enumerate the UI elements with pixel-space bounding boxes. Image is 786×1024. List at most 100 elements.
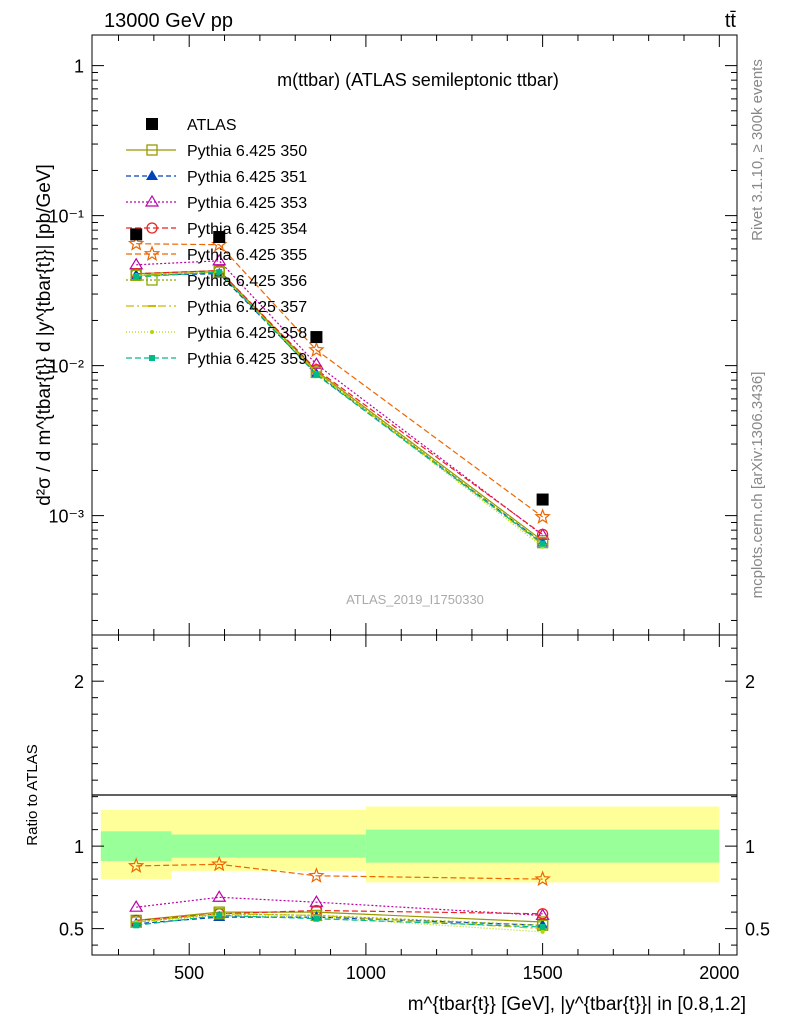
data-point [130, 228, 143, 241]
legend-marker [146, 118, 158, 130]
ratio-point [534, 870, 551, 887]
x-tick-label: 1000 [346, 963, 386, 983]
ratio-panel: 0.5 0.5 1 1 2 2 500 1000 1500 2000 Ratio to ATLAS… [24, 634, 770, 1015]
data-point [212, 253, 227, 266]
ratio-point [313, 915, 320, 922]
data-point [313, 371, 320, 378]
ratio-ylabel: Ratio to ATLAS [24, 744, 41, 845]
legend-item: Pythia 6.425 350 [126, 143, 307, 160]
ratio-line [136, 909, 543, 921]
ratio-y-tick-label-right: 2 [745, 672, 755, 692]
ratio-y-tick-label: 1 [74, 837, 84, 857]
legend-label: Pythia 6.425 355 [187, 247, 307, 264]
ratio-line [136, 896, 543, 916]
series-pythia-6-425-359 [133, 269, 546, 547]
ratio-point [213, 908, 225, 920]
data-point [309, 357, 324, 369]
legend-label: Pythia 6.425 353 [187, 195, 307, 212]
data-point [539, 540, 546, 547]
legend-item: Pythia 6.425 355 [126, 245, 307, 264]
legend-item: Pythia 6.425 351 [126, 169, 307, 186]
ratio-series-pythia-6-425-353 [129, 890, 550, 921]
ratio-frame [91, 634, 738, 956]
ratio-series-pythia-6-425-351 [130, 911, 549, 930]
y-tick-label: 10⁻² [48, 357, 84, 377]
header-right: tt̄ [725, 10, 737, 32]
data-point [536, 493, 549, 506]
ratio-point [308, 867, 325, 883]
legend-item: Pythia 6.425 358 [126, 325, 307, 342]
ratio-line [136, 914, 543, 928]
legend-item: Pythia 6.425 359 [126, 351, 307, 368]
ratio-point [210, 855, 228, 872]
legend-marker [146, 170, 158, 180]
ratio-point [539, 923, 546, 930]
series-pythia-6-425-353 [129, 253, 550, 540]
main-title: m(ttbar) (ATLAS semileptonic ttbar) [277, 70, 559, 90]
data-point [213, 231, 226, 244]
ratio-ticks: 0.5 0.5 1 1 2 2 500 1000 1500 2000 [59, 635, 770, 983]
ratio-point [212, 890, 227, 902]
data-point [133, 273, 140, 280]
legend-marker [146, 144, 158, 156]
ratio-bands [100, 806, 720, 883]
ratio-xlabel: m^{tbar{t}} [GeV], |y^{tbar{t}}| in [0.8… [408, 994, 746, 1015]
legend-label: Pythia 6.425 354 [187, 221, 307, 238]
series-line [136, 271, 543, 545]
uncertainty-band-inner [171, 834, 366, 858]
data-point [536, 528, 549, 541]
ratio-y-tick-label: 0.5 [59, 920, 84, 940]
ratio-point [540, 929, 545, 934]
ratio-line [136, 863, 543, 880]
series-line [136, 243, 543, 518]
legend-marker [146, 222, 158, 234]
x-tick-label: 1500 [523, 963, 563, 983]
legend-item: Pythia 6.425 357 [126, 299, 307, 316]
ratio-line [136, 913, 543, 930]
data-point [310, 331, 323, 344]
ratio-series-pythia-6-425-355 [127, 855, 551, 887]
main-panel: 1 10⁻¹ 10⁻² 10⁻³ m(ttbar) (ATLAS semilepton… [34, 34, 738, 636]
ratio-y-tick-label-right: 0.5 [745, 920, 770, 940]
ratio-point [309, 895, 324, 907]
ratio-point [133, 922, 140, 929]
header-left: 13000 GeV pp [104, 10, 233, 32]
legend-marker [150, 330, 154, 334]
legend-marker [143, 245, 161, 262]
series-atlas [130, 228, 549, 506]
legend: ATLAS Pythia 6.425 350 Pythia 6.425 351 Pyt… [126, 117, 307, 368]
legend-label: Pythia 6.425 356 [187, 273, 307, 290]
legend-item: Pythia 6.425 354 [126, 221, 307, 238]
y-tick-label: 10⁻¹ [48, 207, 84, 227]
legend-label: Pythia 6.425 358 [187, 325, 307, 342]
legend-label: Pythia 6.425 359 [187, 351, 307, 368]
ratio-y-tick-label: 2 [74, 672, 84, 692]
data-point [308, 341, 325, 358]
y-tick-label: 10⁻³ [48, 507, 84, 527]
data-point [534, 508, 551, 524]
y-tick-label: 1 [74, 57, 84, 77]
ratio-line [136, 916, 543, 926]
mcplots-label: mcplots.cern.ch [arXiv:1306.3436] [749, 372, 766, 599]
ratio-series [127, 855, 551, 934]
analysis-watermark: ATLAS_2019_I1750330 [346, 592, 484, 607]
series-line [136, 269, 543, 535]
x-tick-label: 500 [174, 963, 204, 983]
ratio-point [127, 857, 145, 873]
series-pythia-6-425-355 [127, 235, 551, 524]
rivet-label: Rivet 3.1.10, ≥ 300k events [749, 59, 766, 241]
legend-marker [146, 274, 158, 286]
data-point [129, 257, 144, 270]
series-line [136, 271, 543, 544]
legend-marker [149, 355, 155, 361]
legend-item: ATLAS [146, 117, 237, 134]
uncertainty-band-inner [100, 831, 172, 861]
legend-marker [144, 194, 160, 207]
legend-item: Pythia 6.425 356 [126, 273, 307, 290]
ratio-point [129, 899, 144, 912]
series-line [136, 260, 543, 536]
main-series [127, 228, 551, 549]
ratio-series-pythia-6-425-359 [133, 912, 546, 930]
ratio-y-tick-label-right: 1 [745, 837, 755, 857]
legend-item: Pythia 6.425 353 [126, 194, 307, 212]
